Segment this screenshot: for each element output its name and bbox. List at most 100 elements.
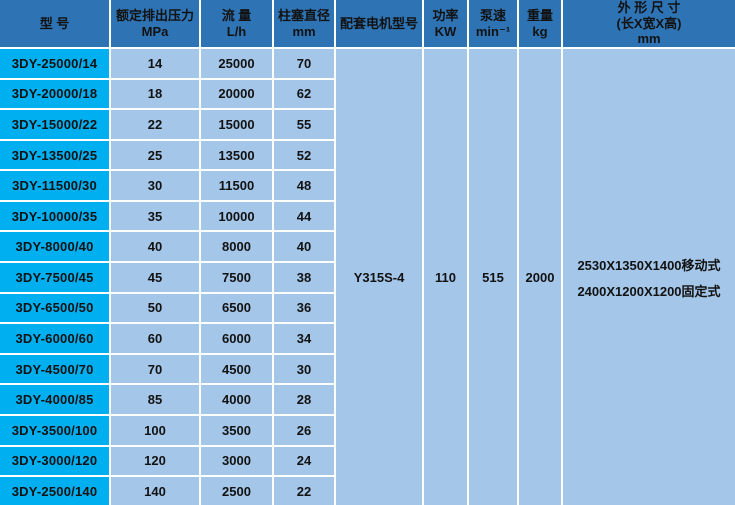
flow-cell: 4000 <box>199 383 274 416</box>
dimensions-mobile: 2530X1350X1400移动式 <box>577 257 721 273</box>
header-plunger-line2: mm <box>292 23 316 39</box>
flow-cell: 2500 <box>199 475 274 505</box>
header-model: 型 号 <box>0 0 111 49</box>
flow-cell: 15000 <box>199 108 274 141</box>
plunger-cell: 22 <box>272 475 335 505</box>
table-row: 3DY-13500/25 25 13500 52 <box>0 138 735 172</box>
flow-cell: 13500 <box>199 138 274 172</box>
table-row: 3DY-8000/40 40 8000 40 <box>0 230 735 264</box>
weight-cell: 2000 <box>517 47 563 505</box>
header-dimensions: 外 形 尺 寸 (长X宽X高) mm <box>561 0 735 49</box>
plunger-cell: 36 <box>272 291 335 325</box>
power-cell: 110 <box>422 47 469 505</box>
model-cell: 3DY-4500/70 <box>0 352 111 386</box>
header-motor: 配套电机型号 <box>334 0 424 49</box>
flow-cell: 8000 <box>199 230 274 264</box>
table-header: 型 号 额定排出压力 MPa 流 量 L/h 柱塞直径 mm 配套电机型号 功率… <box>0 0 735 49</box>
pressure-cell: 140 <box>109 475 201 505</box>
pressure-cell: 40 <box>109 230 201 264</box>
dimensions-cell: 2530X1350X1400移动式 2400X1200X1200固定式 <box>561 47 735 505</box>
header-flow-line2: L/h <box>226 23 247 39</box>
table-row: 3DY-10000/35 35 10000 44 <box>0 199 735 233</box>
model-cell: 3DY-3000/120 <box>0 444 111 478</box>
model-cell: 3DY-20000/18 <box>0 77 111 111</box>
model-cell: 3DY-6500/50 <box>0 291 111 325</box>
header-plunger-line1: 柱塞直径 <box>277 7 330 23</box>
flow-cell: 10000 <box>199 199 274 233</box>
header-dimensions-line2: (长X宽X高) <box>616 15 682 31</box>
header-dimensions-line1: 外 形 尺 寸 <box>617 0 681 16</box>
model-cell: 3DY-3500/100 <box>0 413 111 447</box>
pressure-cell: 60 <box>109 322 201 355</box>
header-dimensions-line3: mm <box>637 31 661 47</box>
header-pressure-line1: 额定排出压力 <box>115 7 194 23</box>
model-cell: 3DY-4000/85 <box>0 383 111 416</box>
model-cell: 3DY-15000/22 <box>0 108 111 141</box>
plunger-cell: 55 <box>272 108 335 141</box>
pressure-cell: 14 <box>109 47 201 80</box>
pressure-cell: 85 <box>109 383 201 416</box>
flow-cell: 7500 <box>199 261 274 294</box>
model-cell: 3DY-13500/25 <box>0 138 111 172</box>
plunger-cell: 62 <box>272 77 335 111</box>
flow-cell: 11500 <box>199 169 274 202</box>
speed-cell: 515 <box>467 47 519 505</box>
flow-cell: 6500 <box>199 291 274 325</box>
plunger-cell: 44 <box>272 199 335 233</box>
header-row: 型 号 额定排出压力 MPa 流 量 L/h 柱塞直径 mm 配套电机型号 功率… <box>0 0 735 49</box>
model-cell: 3DY-6000/60 <box>0 322 111 355</box>
flow-cell: 20000 <box>199 77 274 111</box>
header-model-label: 型 号 <box>39 15 70 31</box>
header-weight-line1: 重量 <box>526 7 553 23</box>
plunger-cell: 48 <box>272 169 335 202</box>
plunger-cell: 40 <box>272 230 335 264</box>
table-row: 3DY-11500/30 30 11500 48 <box>0 169 735 202</box>
header-plunger: 柱塞直径 mm <box>272 0 336 49</box>
header-pressure: 额定排出压力 MPa <box>109 0 201 49</box>
table-row: 3DY-15000/22 22 15000 55 <box>0 108 735 141</box>
plunger-cell: 28 <box>272 383 335 416</box>
pressure-cell: 50 <box>109 291 201 325</box>
plunger-cell: 70 <box>272 47 336 80</box>
dimensions-fixed: 2400X1200X1200固定式 <box>577 283 721 299</box>
plunger-cell: 34 <box>272 322 335 355</box>
header-flow: 流 量 L/h <box>199 0 274 49</box>
header-flow-line1: 流 量 <box>221 7 252 23</box>
header-speed-line2: min⁻¹ <box>475 23 511 39</box>
header-power-line2: KW <box>434 23 457 39</box>
pressure-cell: 22 <box>109 108 201 141</box>
model-cell: 3DY-11500/30 <box>0 169 111 202</box>
plunger-cell: 30 <box>272 352 335 386</box>
model-cell: 3DY-2500/140 <box>0 475 111 505</box>
pressure-cell: 25 <box>109 138 201 172</box>
plunger-cell: 26 <box>272 413 335 447</box>
table-row: 3DY-20000/18 18 20000 62 <box>0 77 735 111</box>
table-row: 3DY-3000/120 120 3000 24 <box>0 444 735 478</box>
pressure-cell: 100 <box>109 413 201 447</box>
table-row: 3DY-6000/60 60 6000 34 <box>0 322 735 355</box>
model-cell: 3DY-7500/45 <box>0 261 111 294</box>
model-cell: 3DY-8000/40 <box>0 230 111 264</box>
table-body: 3DY-25000/14 14 25000 70 Y315S-4 110 515… <box>0 47 735 505</box>
table-row: 3DY-6500/50 50 6500 36 <box>0 291 735 325</box>
model-cell: 3DY-25000/14 <box>0 47 111 80</box>
model-cell: 3DY-10000/35 <box>0 199 111 233</box>
pressure-cell: 70 <box>109 352 201 386</box>
pressure-cell: 30 <box>109 169 201 202</box>
motor-model-cell: Y315S-4 <box>334 47 424 505</box>
header-motor-label: 配套电机型号 <box>339 15 418 31</box>
table-row: 3DY-3500/100 100 3500 26 <box>0 413 735 447</box>
table-row: 3DY-7500/45 45 7500 38 <box>0 261 735 294</box>
plunger-cell: 52 <box>272 138 335 172</box>
header-speed: 泵速 min⁻¹ <box>467 0 519 49</box>
flow-cell: 6000 <box>199 322 274 355</box>
table-row: 3DY-25000/14 14 25000 70 Y315S-4 110 515… <box>0 47 735 505</box>
table-row: 3DY-2500/140 140 2500 22 <box>0 475 735 505</box>
flow-cell: 25000 <box>199 47 274 80</box>
header-speed-line1: 泵速 <box>479 7 506 23</box>
pressure-cell: 120 <box>109 444 201 478</box>
header-pressure-line2: MPa <box>141 23 169 39</box>
flow-cell: 3000 <box>199 444 274 478</box>
header-weight-line2: kg <box>532 23 548 39</box>
